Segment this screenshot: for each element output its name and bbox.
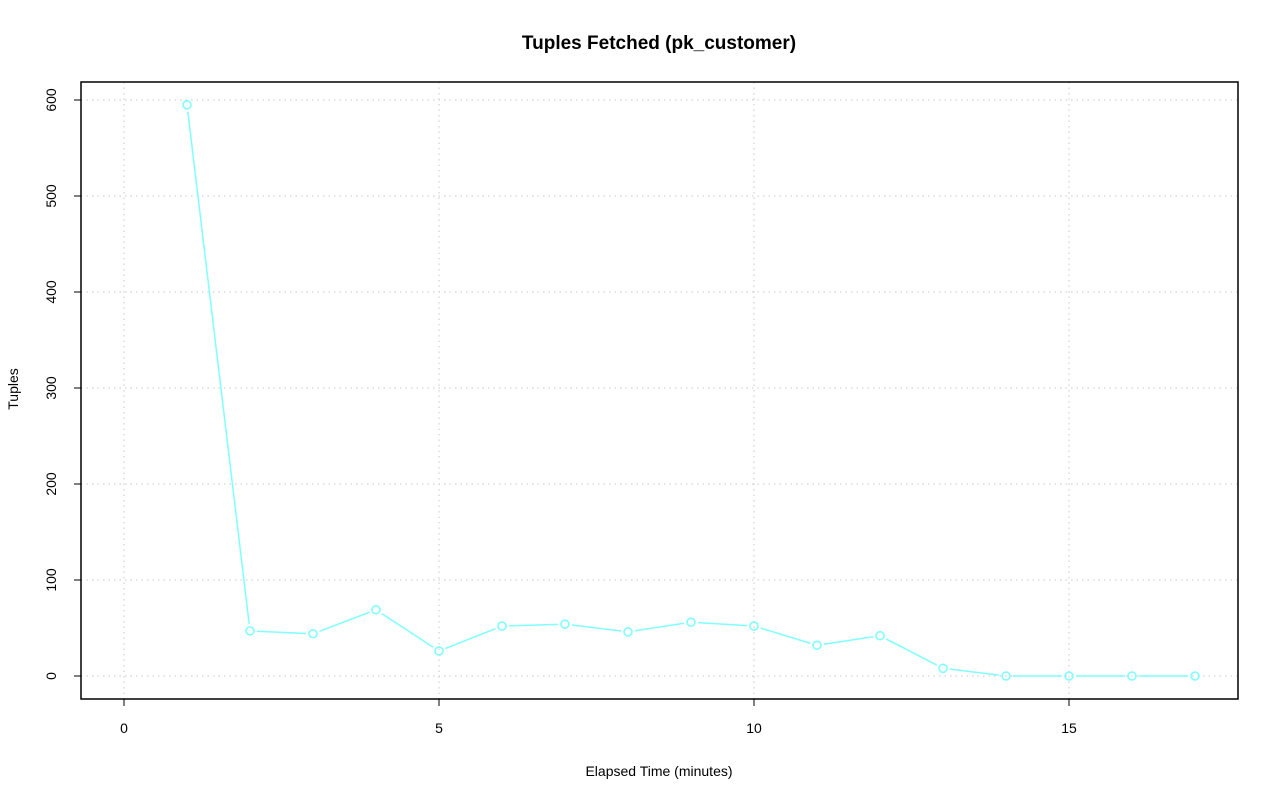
x-tick-label: 15 [1061,720,1077,736]
data-point [686,617,696,628]
series-line-segment [823,635,874,645]
x-tick-label: 0 [120,720,128,736]
series-line-segment [256,630,307,635]
series-line-segment [381,612,434,648]
data-point [812,640,822,651]
data-point [308,628,318,639]
y-tick-label: 100 [43,568,59,592]
x-axis-label: Elapsed Time (minutes) [585,763,732,779]
data-point [1001,671,1011,681]
data-point [371,604,381,615]
data-point [938,663,948,674]
data-point [623,627,633,637]
series [182,100,1200,681]
series-line-segment [697,621,748,627]
y-axis: 0 100 200 300 400 500 600 [43,88,81,680]
series-line-segment [187,111,250,625]
series-line-segment [445,627,496,650]
data-point [1064,671,1074,681]
series-line-segment [949,668,1000,676]
series-line-segment [885,638,938,666]
series-line-segment [571,624,622,632]
data-point [1127,671,1137,681]
x-tick-label: 10 [746,720,762,736]
y-tick-label: 0 [43,672,59,680]
data-point [875,630,885,641]
y-tick-label: 500 [43,184,59,208]
series-line-segment [319,611,370,632]
chart-title: Tuples Fetched (pk_customer) [522,33,796,54]
y-tick-label: 300 [43,376,59,400]
data-point [497,621,507,631]
data-point [560,619,570,629]
data-point [182,100,192,110]
y-tick-label: 400 [43,280,59,304]
y-axis-label: Tuples [5,368,21,410]
y-tick-label: 200 [43,472,59,496]
series-line-segment [508,623,559,627]
x-axis: 0 5 10 15 [120,699,1077,736]
data-point [1190,671,1200,681]
data-point [749,621,759,631]
series-line-segment [760,627,811,644]
plot-frame [80,81,1239,700]
grid [81,82,1238,699]
y-tick-label: 600 [43,88,59,112]
data-point [434,646,444,656]
data-point [245,626,255,636]
x-tick-label: 5 [435,720,443,736]
series-line-segment [634,622,685,632]
